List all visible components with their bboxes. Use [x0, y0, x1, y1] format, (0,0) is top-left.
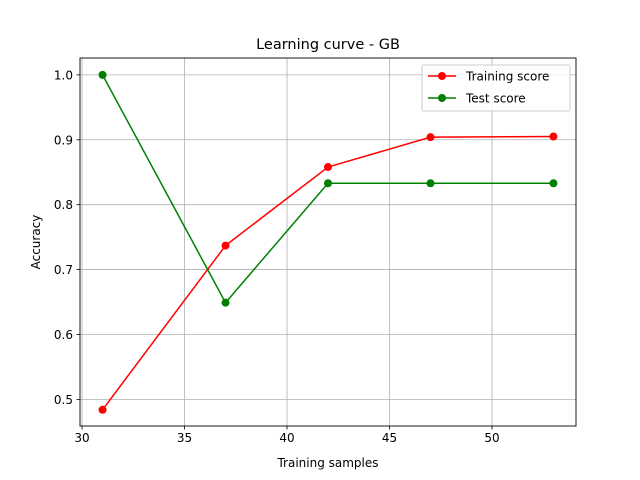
- legend-label-test: Test score: [465, 92, 526, 106]
- y-tick-label: 0.8: [54, 198, 73, 212]
- y-tick-label: 0.5: [54, 393, 73, 407]
- training-score-point: [221, 241, 230, 250]
- y-tick-label: 0.7: [54, 263, 73, 277]
- y-tick-label: 0.6: [54, 328, 73, 342]
- training-score-point: [549, 132, 558, 141]
- test-score-point: [221, 298, 230, 307]
- y-tick-label: 0.9: [54, 133, 73, 147]
- y-axis-label: Accuracy: [29, 215, 43, 270]
- x-tick-label: 30: [74, 431, 89, 445]
- test-score-point: [324, 179, 332, 188]
- y-axis-ticks: 0.5 0.6 0.7 0.8 0.9 1.0: [54, 68, 80, 407]
- x-tick-label: 45: [382, 431, 397, 445]
- x-axis-ticks: 30 35 40 45 50: [74, 426, 500, 445]
- legend: Training score Test score: [421, 64, 571, 112]
- test-score-point: [426, 179, 435, 188]
- training-score-point: [324, 163, 332, 172]
- test-score-point: [98, 70, 107, 79]
- plot-frame: [79, 57, 577, 427]
- x-axis-label: Training samples: [276, 456, 378, 470]
- legend-label-training: Training score: [465, 70, 549, 84]
- plot-area: [98, 70, 558, 414]
- training-score-point: [98, 405, 107, 414]
- y-tick-label: 1.0: [54, 68, 73, 82]
- x-tick-label: 35: [177, 431, 192, 445]
- legend-box: [421, 64, 571, 112]
- legend-marker-training: [438, 72, 446, 80]
- legend-marker-test: [438, 94, 446, 102]
- chart-title: Learning curve - GB: [256, 37, 400, 53]
- x-tick-label: 40: [279, 431, 294, 445]
- x-tick-label: 50: [484, 431, 499, 445]
- training-score-point: [426, 133, 435, 142]
- test-score-point: [549, 179, 558, 188]
